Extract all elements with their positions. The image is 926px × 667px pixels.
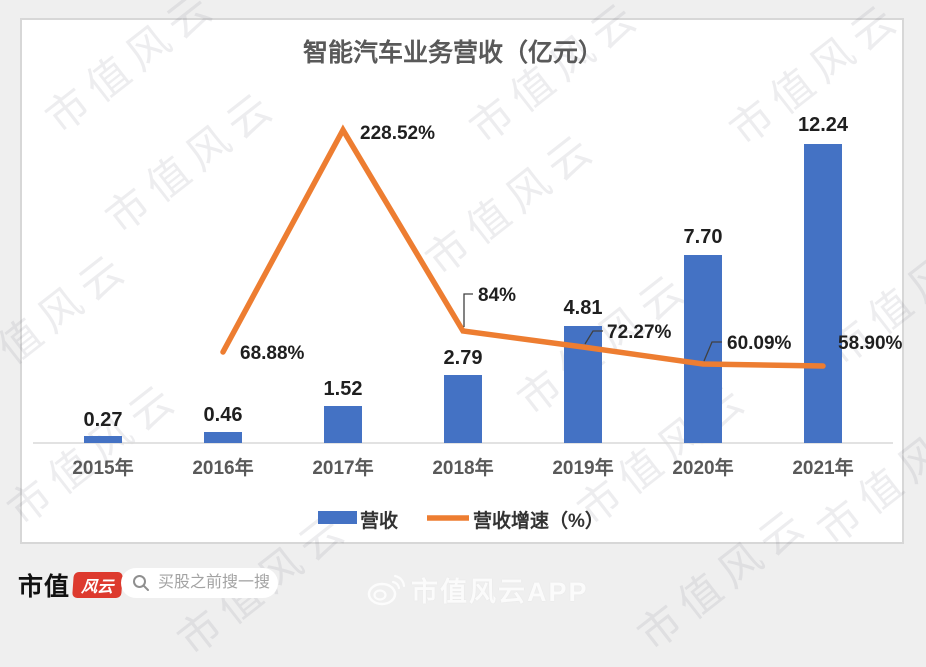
growth-labels: 68.88% 228.52% 84% 72.27% 60.09% 58.90%: [240, 123, 903, 364]
revenue-bar-2017: [324, 406, 362, 443]
app-watermark-text: 市值风云APP: [411, 577, 589, 607]
bar-value-label: 4.81: [564, 297, 603, 319]
combo-chart: 智能汽车业务营收（亿元） 0.27 0.46 1.52 2.79 4.81 7.…: [33, 38, 903, 532]
growth-label-2016: 68.88%: [240, 343, 305, 364]
growth-label-2017: 228.52%: [360, 123, 435, 144]
category-label: 2018年: [432, 456, 493, 479]
weibo-icon: [366, 573, 406, 607]
search-bar[interactable]: [121, 568, 280, 598]
revenue-bar-2018: [444, 375, 482, 443]
category-labels: 2015年 2016年 2017年 2018年 2019年 2020年 2021…: [72, 456, 853, 479]
search-icon: [132, 574, 150, 592]
footer-bar: 市值 风云 市值风云APP: [0, 556, 926, 612]
revenue-bar-2016: [204, 432, 242, 443]
bar-value-label: 0.46: [204, 404, 243, 426]
legend-label-growth: 营收增速（%）: [473, 509, 604, 532]
category-label: 2017年: [312, 456, 373, 479]
category-label: 2015年: [72, 456, 133, 479]
legend-swatch-revenue: [318, 511, 357, 524]
revenue-bars: [84, 144, 842, 443]
legend-label-revenue: 营收: [360, 509, 398, 532]
chart-card: [20, 18, 904, 544]
leader-line-72: [584, 330, 603, 345]
bar-value-label: 7.70: [684, 226, 723, 248]
bar-value-label: 12.24: [798, 114, 849, 136]
revenue-bar-2021: [804, 144, 842, 443]
chart-legend: 营收 营收增速（%）: [318, 509, 604, 532]
bar-value-label: 2.79: [444, 347, 483, 369]
category-label: 2016年: [192, 456, 253, 479]
leader-line-84: [463, 293, 473, 327]
search-input[interactable]: [156, 573, 280, 593]
brand-name-text: 市值: [18, 573, 71, 601]
growth-label-2021: 58.90%: [838, 333, 903, 354]
app-watermark: 市值风云APP: [366, 570, 589, 609]
brand-logo-badge: 风云: [72, 572, 123, 598]
category-label: 2021年: [792, 456, 853, 479]
growth-label-2018: 84%: [478, 285, 516, 306]
growth-label-2019: 72.27%: [607, 322, 672, 343]
growth-line: [220, 124, 826, 369]
brand-badge-text: 风云: [80, 579, 114, 596]
bar-value-label: 0.27: [84, 409, 123, 431]
revenue-bar-2015: [84, 436, 122, 443]
category-label: 2019年: [552, 456, 613, 479]
bar-value-label: 1.52: [324, 378, 363, 400]
revenue-bar-labels: 0.27 0.46 1.52 2.79 4.81 7.70 12.24: [84, 114, 849, 431]
leader-line-60: [703, 341, 722, 362]
growth-label-2020: 60.09%: [727, 333, 792, 354]
revenue-bar-2020: [684, 255, 722, 443]
label-leader-lines: [463, 293, 722, 362]
chart-title: 智能汽车业务营收（亿元）: [303, 38, 603, 67]
category-label: 2020年: [672, 456, 733, 479]
brand-logo: 市值 风云: [18, 567, 123, 603]
